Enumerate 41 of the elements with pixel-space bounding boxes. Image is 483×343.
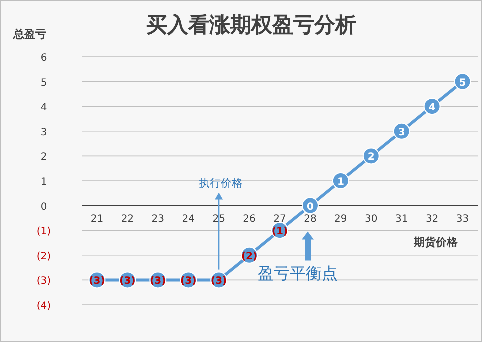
y-tick-label: 5 (40, 78, 48, 89)
y-tick-label: (2) (36, 251, 52, 262)
data-label: (3) (211, 276, 228, 288)
data-label: (2) (241, 251, 258, 262)
x-tick-label: 31 (395, 214, 408, 225)
y-tick-label: 2 (40, 152, 48, 164)
x-tick-label: 27 (274, 214, 286, 225)
x-tick-label: 22 (121, 214, 134, 225)
data-label: 4 (428, 102, 436, 114)
data-label: 0 (306, 202, 314, 213)
chart-title: 买入看涨期权盈亏分析 (146, 12, 356, 37)
data-label: 5 (459, 78, 466, 89)
data-label: 2 (368, 152, 375, 164)
annotation: 执行价格 (199, 176, 244, 190)
data-label: (1) (272, 226, 288, 238)
x-tick-label: 33 (456, 214, 470, 225)
y-tick-label: 1 (40, 177, 48, 188)
x-tick-label: 29 (334, 214, 348, 225)
annotation: 盈亏平衡点 (258, 264, 338, 283)
data-label: (3) (180, 276, 197, 288)
x-tick-label: 26 (243, 214, 256, 225)
y-tick-label: (1) (36, 226, 52, 238)
y-tick-label: 0 (40, 202, 48, 213)
x-tick-label: 30 (365, 214, 378, 225)
x-tick-label: 23 (152, 214, 165, 225)
x-tick-label: 21 (90, 214, 104, 225)
x-axis-title: 期货价格 (413, 236, 459, 249)
y-tick-label: 4 (40, 102, 48, 114)
data-label: (3) (120, 276, 136, 288)
x-tick-label: 28 (304, 214, 317, 225)
y-axis-title: 总盈亏 (12, 28, 46, 41)
data-label: 3 (398, 127, 406, 138)
data-label: (3) (150, 276, 166, 288)
x-tick-label: 24 (182, 214, 195, 225)
y-tick-label: 3 (40, 127, 48, 138)
y-tick-label: (3) (36, 276, 52, 288)
y-tick-label: 6 (40, 53, 48, 64)
y-tick-label: (4) (36, 301, 52, 312)
data-label: (3) (89, 276, 106, 288)
data-label: 1 (337, 177, 344, 188)
x-tick-label: 32 (426, 214, 439, 225)
